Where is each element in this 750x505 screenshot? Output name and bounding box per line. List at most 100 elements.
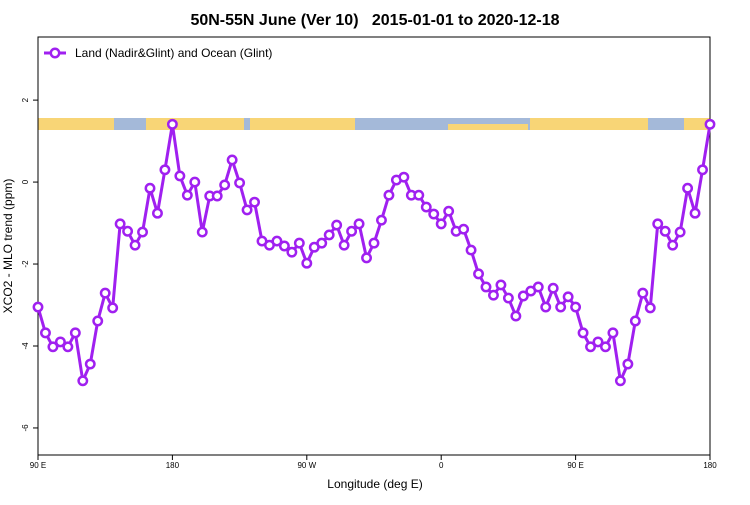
data-point — [234, 177, 246, 189]
data-point — [629, 315, 641, 327]
y-axis-label: XCO2 - MLO trend (ppm) — [1, 179, 15, 314]
data-point — [323, 229, 335, 241]
y-tick-label: 0 — [21, 179, 30, 184]
data-point — [689, 207, 701, 219]
data-point — [226, 154, 238, 166]
data-point — [555, 301, 567, 313]
data-point — [532, 281, 544, 293]
data-point — [346, 225, 358, 237]
data-point — [704, 118, 716, 130]
data-point — [144, 182, 156, 194]
data-point — [166, 118, 178, 130]
legend-label: Land (Nadir&Glint) and Ocean (Glint) — [75, 46, 272, 60]
data-point — [585, 341, 596, 353]
data-point — [577, 327, 589, 339]
data-point — [517, 290, 529, 302]
data-point — [107, 302, 119, 314]
data-point — [271, 235, 283, 247]
data-point — [614, 375, 626, 387]
data-point — [697, 164, 708, 176]
legend-marker — [49, 47, 61, 59]
data-point — [473, 268, 484, 280]
data-point — [301, 257, 313, 269]
x-tick-label: 180 — [166, 461, 180, 470]
data-point — [69, 327, 81, 339]
data-point — [428, 208, 440, 220]
data-point — [622, 358, 634, 370]
data-point — [99, 287, 111, 299]
data-point — [137, 226, 148, 238]
data-point — [540, 301, 552, 313]
data-point — [465, 244, 477, 256]
data-point — [196, 226, 208, 238]
data-point — [652, 218, 664, 230]
data-point — [659, 225, 671, 237]
data-point — [129, 239, 141, 251]
data-point — [443, 205, 455, 217]
x-tick-label: 90 E — [567, 461, 583, 470]
data-point — [286, 246, 298, 258]
data-point — [159, 164, 171, 176]
x-tick-label: 90 W — [297, 461, 316, 470]
data-point — [480, 281, 492, 293]
x-tick-label: 0 — [439, 461, 444, 470]
data-point — [84, 358, 96, 370]
y-tick-label: 2 — [21, 97, 30, 102]
data-point — [495, 279, 507, 291]
chart-title: 50N-55N June (Ver 10) 2015-01-01 to 2020… — [190, 12, 559, 29]
data-point — [547, 282, 559, 294]
data-point — [368, 237, 380, 249]
data-point — [278, 240, 290, 252]
data-point — [47, 341, 59, 353]
data-line — [36, 122, 712, 383]
data-point — [32, 301, 44, 313]
data-point — [413, 189, 425, 201]
data-point — [353, 218, 365, 230]
x-tick-label: 90 E — [30, 461, 46, 470]
data-point — [637, 287, 649, 299]
data-point — [114, 218, 126, 230]
legend: Land (Nadir&Glint) and Ocean (Glint) — [44, 46, 272, 60]
data-point — [189, 176, 201, 188]
data-point — [376, 214, 387, 226]
land-mask-band — [38, 118, 710, 130]
data-point — [174, 170, 186, 182]
data-point — [62, 341, 74, 353]
data-point — [77, 375, 89, 387]
data-point — [219, 179, 231, 191]
x-tick-label: 180 — [703, 461, 717, 470]
data-point — [338, 239, 350, 251]
plot-frame — [37, 36, 711, 456]
data-point — [667, 239, 679, 251]
data-point — [398, 171, 410, 183]
data-point — [316, 237, 328, 249]
data-point — [92, 315, 104, 327]
data-point — [458, 223, 470, 235]
data-point — [241, 204, 253, 216]
data-point — [181, 189, 193, 201]
data-point — [644, 302, 656, 314]
data-point — [40, 327, 51, 339]
data-point — [600, 341, 611, 353]
data-point — [488, 289, 499, 301]
data-point — [562, 291, 574, 303]
y-tick-label: -2 — [21, 260, 30, 268]
data-point — [293, 237, 305, 249]
data-point — [607, 327, 619, 339]
data-point — [361, 252, 372, 264]
data-point — [211, 190, 223, 202]
y-tick-label: -6 — [21, 424, 30, 432]
data-point — [674, 226, 686, 238]
data-point — [435, 218, 447, 230]
data-point — [420, 201, 432, 213]
x-axis-label: Longitude (deg E) — [327, 477, 422, 491]
data-point — [152, 207, 163, 219]
y-tick-label: -4 — [21, 342, 30, 350]
data-point — [510, 310, 522, 322]
data-point — [122, 225, 134, 237]
data-point — [502, 292, 514, 304]
data-point — [331, 219, 343, 231]
data-point — [54, 336, 66, 348]
data-point — [592, 336, 604, 348]
